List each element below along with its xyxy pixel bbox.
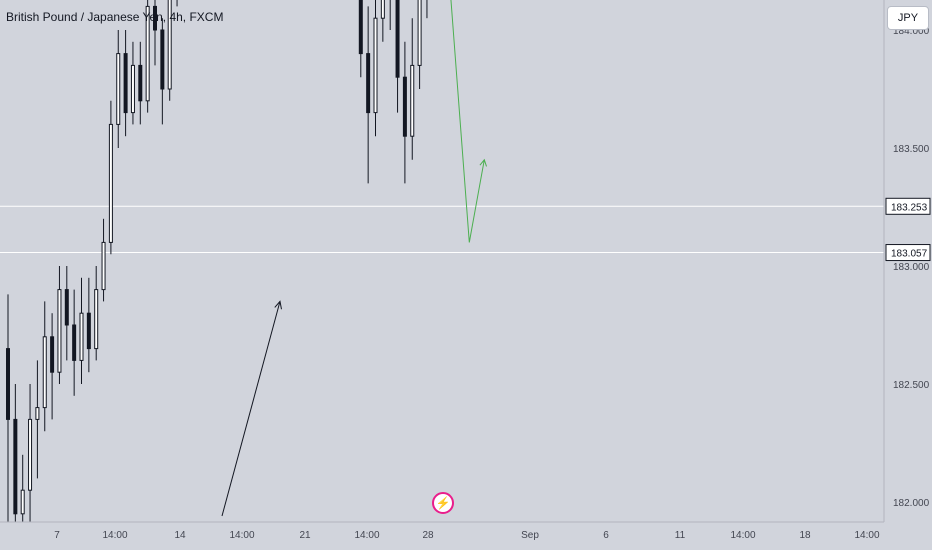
trend-arrow-head [274, 300, 282, 310]
level-label: 183.057 [891, 249, 928, 260]
x-tick-label: Sep [521, 530, 539, 541]
candle-body [20, 489, 25, 515]
x-tick-label: 14:00 [102, 530, 127, 541]
trend-arrow[interactable] [221, 301, 281, 517]
x-tick-label: 14 [174, 530, 186, 541]
candle-body [57, 289, 62, 373]
candle-body [35, 407, 40, 420]
y-tick-label: 182.000 [893, 498, 930, 509]
candle-body [50, 336, 55, 373]
y-tick-label: 184.000 [893, 26, 930, 37]
x-tick-label: 7 [54, 530, 60, 541]
candle-body [6, 348, 10, 420]
candle-body [94, 289, 99, 350]
candle-body [160, 29, 165, 90]
candle-body [167, 0, 172, 90]
candle-body [410, 64, 415, 137]
projection-down-arrow[interactable] [444, 0, 485, 243]
candle-body [86, 312, 91, 350]
candle-body [123, 53, 128, 114]
x-tick-label: 18 [799, 530, 811, 541]
candle-body [417, 0, 422, 66]
candle-body [28, 418, 33, 491]
candle-body [101, 241, 106, 291]
candle-body [395, 0, 400, 78]
candle-body [130, 64, 135, 114]
y-tick-label: 183.000 [893, 262, 930, 273]
candle-body [358, 0, 363, 55]
candle-body [13, 418, 18, 515]
x-tick-label: 28 [422, 530, 434, 541]
chart-title: British Pound / Japanese Yen, 4h, FXCM [6, 10, 224, 24]
currency-button[interactable]: JPY [887, 6, 929, 30]
x-tick-label: 14:00 [354, 530, 379, 541]
candle-body [138, 64, 143, 102]
price-axis[interactable] [884, 0, 932, 550]
x-tick-label: 21 [299, 530, 311, 541]
x-tick-label: 14:00 [854, 530, 879, 541]
candle-body [42, 336, 47, 409]
candle-body [402, 76, 407, 137]
level-label-box [885, 244, 931, 262]
candle-body [380, 0, 385, 19]
candle-body [72, 324, 77, 361]
x-tick-label: 14:00 [229, 530, 254, 541]
candle-body [108, 123, 113, 243]
y-tick-label: 182.500 [893, 380, 930, 391]
candle-body [79, 312, 84, 361]
x-tick-label: 14:00 [730, 530, 755, 541]
candle-body [116, 53, 121, 125]
x-tick-label: 6 [603, 530, 609, 541]
level-label: 183.253 [891, 202, 928, 213]
candle-body [373, 17, 378, 114]
level-label-box [885, 197, 931, 215]
projection-down-arrow-head [479, 158, 487, 167]
x-tick-label: 11 [675, 530, 686, 541]
time-axis[interactable] [0, 522, 932, 550]
y-tick-label: 183.500 [893, 144, 930, 155]
candle-body [366, 53, 371, 114]
lightning-bolt-icon[interactable]: ⚡ [432, 492, 454, 514]
candle-body [64, 289, 69, 326]
candle-body [145, 5, 150, 102]
candle-body [153, 5, 157, 31]
